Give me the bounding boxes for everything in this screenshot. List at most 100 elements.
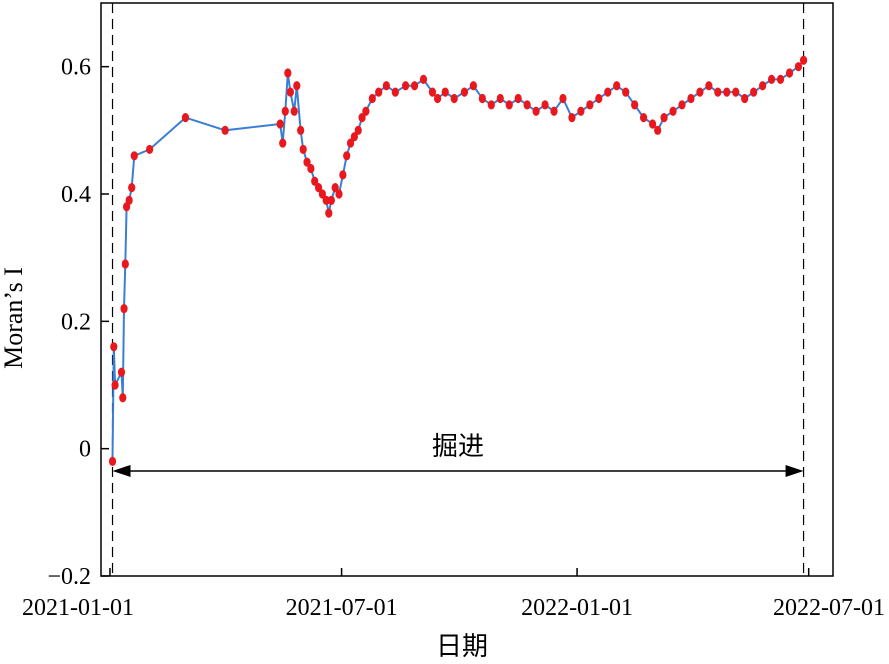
data-point — [318, 189, 326, 199]
data-point — [335, 189, 343, 199]
data-point — [410, 81, 419, 91]
data-point — [221, 125, 229, 135]
data-point — [293, 81, 301, 91]
data-point — [732, 87, 740, 97]
data-point — [450, 93, 458, 104]
data-point — [532, 106, 540, 116]
data-point — [595, 93, 603, 104]
data-point — [785, 68, 794, 78]
plot-frame — [100, 2, 834, 577]
data-point — [314, 183, 323, 193]
data-point — [622, 87, 630, 97]
data-point — [550, 106, 558, 116]
data-point — [433, 93, 442, 104]
data-point — [322, 195, 330, 205]
data-point — [648, 119, 657, 129]
data-point — [640, 113, 648, 123]
data-point — [331, 183, 339, 193]
data-point — [401, 81, 410, 91]
data-point — [382, 81, 390, 91]
series-layer — [108, 55, 808, 466]
annotation-label: 掘进 — [432, 432, 484, 462]
data-point — [419, 74, 428, 84]
data-point — [276, 119, 284, 129]
data-point — [428, 87, 437, 97]
x-tick-label: 2021-07-01 — [286, 595, 398, 621]
data-point — [660, 113, 668, 123]
data-point — [577, 106, 585, 116]
y-tick-label: 0.4 — [61, 182, 91, 208]
data-point — [441, 87, 449, 97]
data-point — [723, 87, 731, 97]
data-point — [327, 195, 335, 205]
data-point — [759, 81, 767, 91]
data-point — [117, 367, 126, 377]
y-tick-label: −0.2 — [47, 564, 91, 590]
data-point — [128, 183, 136, 193]
data-point — [714, 87, 722, 97]
x-axis-title: 日期 — [436, 632, 488, 662]
data-point — [299, 144, 307, 155]
data-point — [311, 176, 319, 186]
data-point — [339, 170, 347, 180]
y-tick-label: 0.2 — [61, 309, 91, 335]
data-point — [362, 106, 370, 116]
data-point — [281, 106, 289, 116]
data-point — [678, 100, 686, 110]
x-tick-label: 2022-07-01 — [773, 595, 885, 621]
data-point — [343, 151, 351, 161]
y-tick-label: 0.6 — [61, 55, 91, 81]
data-point — [469, 81, 477, 91]
data-point — [705, 81, 713, 91]
x-tick-label: 2021-01-01 — [22, 595, 134, 621]
data-point — [496, 93, 504, 104]
data-point — [325, 208, 333, 218]
data-point — [586, 100, 594, 110]
data-point — [108, 456, 117, 466]
data-point — [121, 259, 129, 269]
data-point — [460, 87, 469, 97]
data-point — [505, 100, 513, 110]
data-point — [478, 93, 486, 104]
data-point — [687, 93, 695, 104]
data-point — [391, 87, 399, 97]
data-point — [613, 81, 621, 91]
data-point — [750, 87, 758, 97]
data-point — [767, 74, 776, 84]
y-axis-title: Moran’s I — [0, 267, 28, 369]
data-point — [181, 113, 190, 123]
data-point — [375, 87, 383, 97]
data-point — [146, 144, 154, 155]
data-point — [696, 87, 704, 97]
y-tick-label: 0 — [79, 437, 91, 463]
x-tick-label: 2022-01-01 — [521, 595, 633, 621]
data-point — [130, 151, 138, 161]
data-point — [354, 125, 362, 135]
data-point — [110, 342, 118, 352]
data-point — [119, 393, 127, 403]
data-point — [286, 87, 294, 97]
data-point — [654, 125, 662, 135]
data-point — [541, 100, 549, 110]
data-point — [487, 100, 495, 110]
data-point — [307, 163, 315, 174]
data-point — [120, 304, 128, 314]
data-point — [125, 195, 133, 205]
annotation-arrowhead-right — [785, 464, 804, 477]
data-point — [346, 138, 355, 148]
annotation-layer: 掘进 — [112, 432, 804, 477]
data-point — [279, 138, 287, 148]
y-axis-ticks: −0.2 0 0.2 0.4 0.6 — [47, 55, 109, 590]
data-point — [297, 125, 305, 135]
data-point — [669, 106, 677, 116]
data-point — [568, 113, 576, 123]
data-point — [776, 74, 785, 84]
data-point — [799, 55, 808, 65]
data-point — [631, 100, 639, 110]
data-point — [111, 380, 119, 390]
data-point — [523, 100, 531, 110]
data-point — [350, 132, 358, 142]
data-point — [290, 106, 298, 116]
data-point — [368, 93, 376, 104]
